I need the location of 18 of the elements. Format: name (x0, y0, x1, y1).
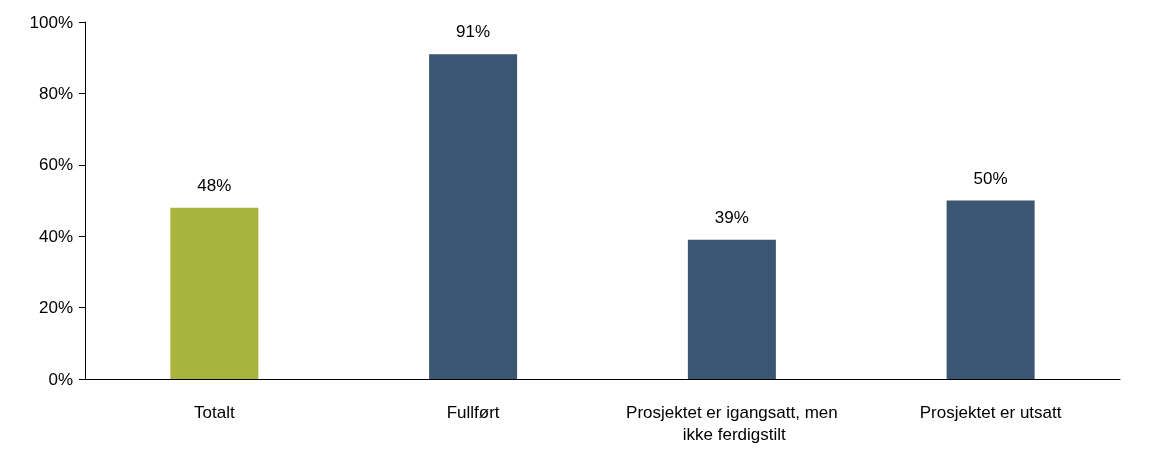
x-tick-label: Totalt (194, 402, 235, 422)
data-label: 39% (714, 207, 749, 227)
bar (687, 239, 776, 379)
y-tick-label: 40% (38, 226, 73, 246)
data-label: 91% (456, 22, 491, 42)
x-tick-label: Fullført (446, 402, 500, 422)
y-tick-label: 100% (29, 12, 73, 32)
bar (946, 200, 1035, 379)
y-tick-label: 60% (38, 155, 73, 175)
y-tick-label: 80% (38, 83, 73, 103)
x-tick-label: Prosjektet er igangsatt, men ikke ferdigstilt (626, 402, 838, 444)
data-label: 48% (197, 175, 232, 195)
data-label: 50% (973, 168, 1008, 188)
bar (170, 207, 259, 379)
y-tick-label: 0% (48, 369, 73, 389)
y-tick-label: 20% (38, 298, 73, 318)
x-tick-label: Prosjektet er utsatt (919, 402, 1062, 422)
bar (429, 54, 518, 379)
